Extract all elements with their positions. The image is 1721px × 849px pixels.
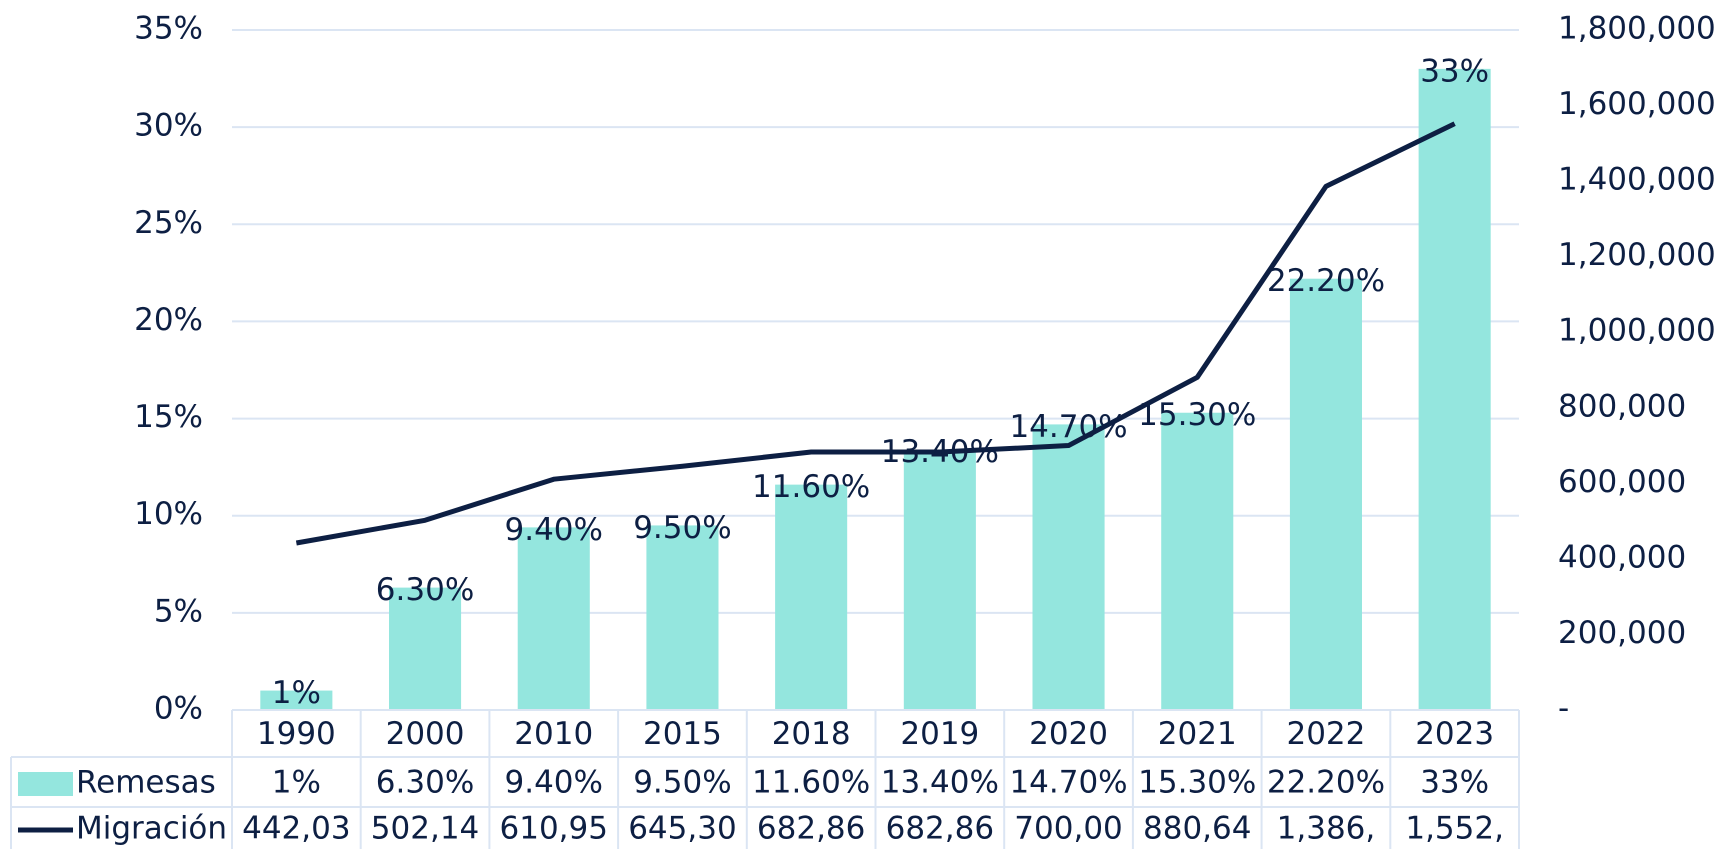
bar	[903, 449, 976, 710]
y-tick-label: 30%	[134, 108, 203, 144]
y2-tick-label: 400,000	[1558, 539, 1686, 575]
data-label: 11.60%	[752, 469, 870, 505]
bar	[1418, 68, 1491, 711]
table-cell: 6.30%	[376, 765, 474, 801]
y2-tick-label: 600,000	[1558, 464, 1686, 500]
legend-label: Migración	[76, 811, 227, 847]
y-tick-label: 20%	[134, 302, 203, 338]
bar	[1289, 278, 1362, 710]
table-cell: 645,30	[628, 811, 736, 847]
y2-tick-label: 800,000	[1558, 388, 1686, 424]
x-tick-label: 2019	[900, 716, 979, 752]
table-cell: 502,14	[371, 811, 479, 847]
table-cell: 1,386,	[1277, 811, 1376, 847]
x-tick-label: 2000	[386, 716, 465, 752]
y2-tick-label: 1,000,000	[1558, 313, 1716, 349]
table-cell: 9.50%	[633, 765, 731, 801]
y2-tick-label: 1,600,000	[1558, 86, 1716, 122]
data-label: 6.30%	[376, 572, 474, 608]
data-label: 9.50%	[633, 510, 731, 546]
x-tick-label: 2015	[643, 716, 722, 752]
x-tick-label: 2010	[514, 716, 593, 752]
line	[295, 121, 1456, 546]
table-cell: 700,00	[1014, 811, 1122, 847]
x-tick-label: 1990	[257, 716, 336, 752]
data-label: 33%	[1420, 53, 1489, 89]
y2-tick-label: 1,800,000	[1558, 11, 1716, 47]
table-cell: 9.40%	[505, 765, 603, 801]
y2-tick-label: 200,000	[1558, 615, 1686, 651]
y2-tick-label: -	[1558, 691, 1569, 727]
table-cell: 14.70%	[1009, 765, 1127, 801]
y-tick-label: 15%	[134, 399, 203, 435]
data-label: 22.20%	[1267, 263, 1385, 299]
table-cell: 682,86	[886, 811, 994, 847]
y-tick-label: 35%	[134, 11, 203, 47]
x-tick-label: 2023	[1415, 716, 1494, 752]
table-cell: 610,95	[500, 811, 608, 847]
table-cell: 13.40%	[881, 765, 999, 801]
legend-key	[18, 772, 73, 796]
x-tick-label: 2020	[1029, 716, 1108, 752]
y-tick-label: 0%	[154, 691, 203, 727]
bar	[646, 525, 719, 710]
x-tick-label: 2018	[772, 716, 851, 752]
y-tick-label: 25%	[134, 205, 203, 241]
bar	[260, 690, 333, 710]
table-cell: 442,03	[242, 811, 350, 847]
x-tick-label: 2021	[1158, 716, 1237, 752]
table-cell: 1,552,	[1405, 811, 1504, 847]
table-cell: 1%	[272, 765, 321, 801]
bar	[517, 527, 590, 710]
data-label: 1%	[272, 675, 321, 711]
table-cell: 15.30%	[1138, 765, 1256, 801]
bar	[775, 484, 848, 710]
y2-tick-label: 1,200,000	[1558, 237, 1716, 273]
y2-tick-label: 1,400,000	[1558, 162, 1716, 198]
data-label: 15.30%	[1138, 397, 1256, 433]
legend-label: Remesas	[76, 765, 216, 801]
data-label: 9.40%	[505, 512, 603, 548]
table-cell: 22.20%	[1267, 765, 1385, 801]
bar	[389, 587, 462, 710]
table-cell: 33%	[1420, 765, 1489, 801]
y-tick-label: 10%	[134, 496, 203, 532]
bar	[1161, 412, 1234, 710]
y-tick-label: 5%	[154, 593, 203, 629]
x-tick-label: 2022	[1286, 716, 1365, 752]
table-cell: 682,86	[757, 811, 865, 847]
table-cell: 11.60%	[752, 765, 870, 801]
data-label: 13.40%	[881, 434, 999, 470]
bar	[1032, 424, 1105, 710]
data-label: 14.70%	[1009, 409, 1127, 445]
table-cell: 880,64	[1143, 811, 1251, 847]
